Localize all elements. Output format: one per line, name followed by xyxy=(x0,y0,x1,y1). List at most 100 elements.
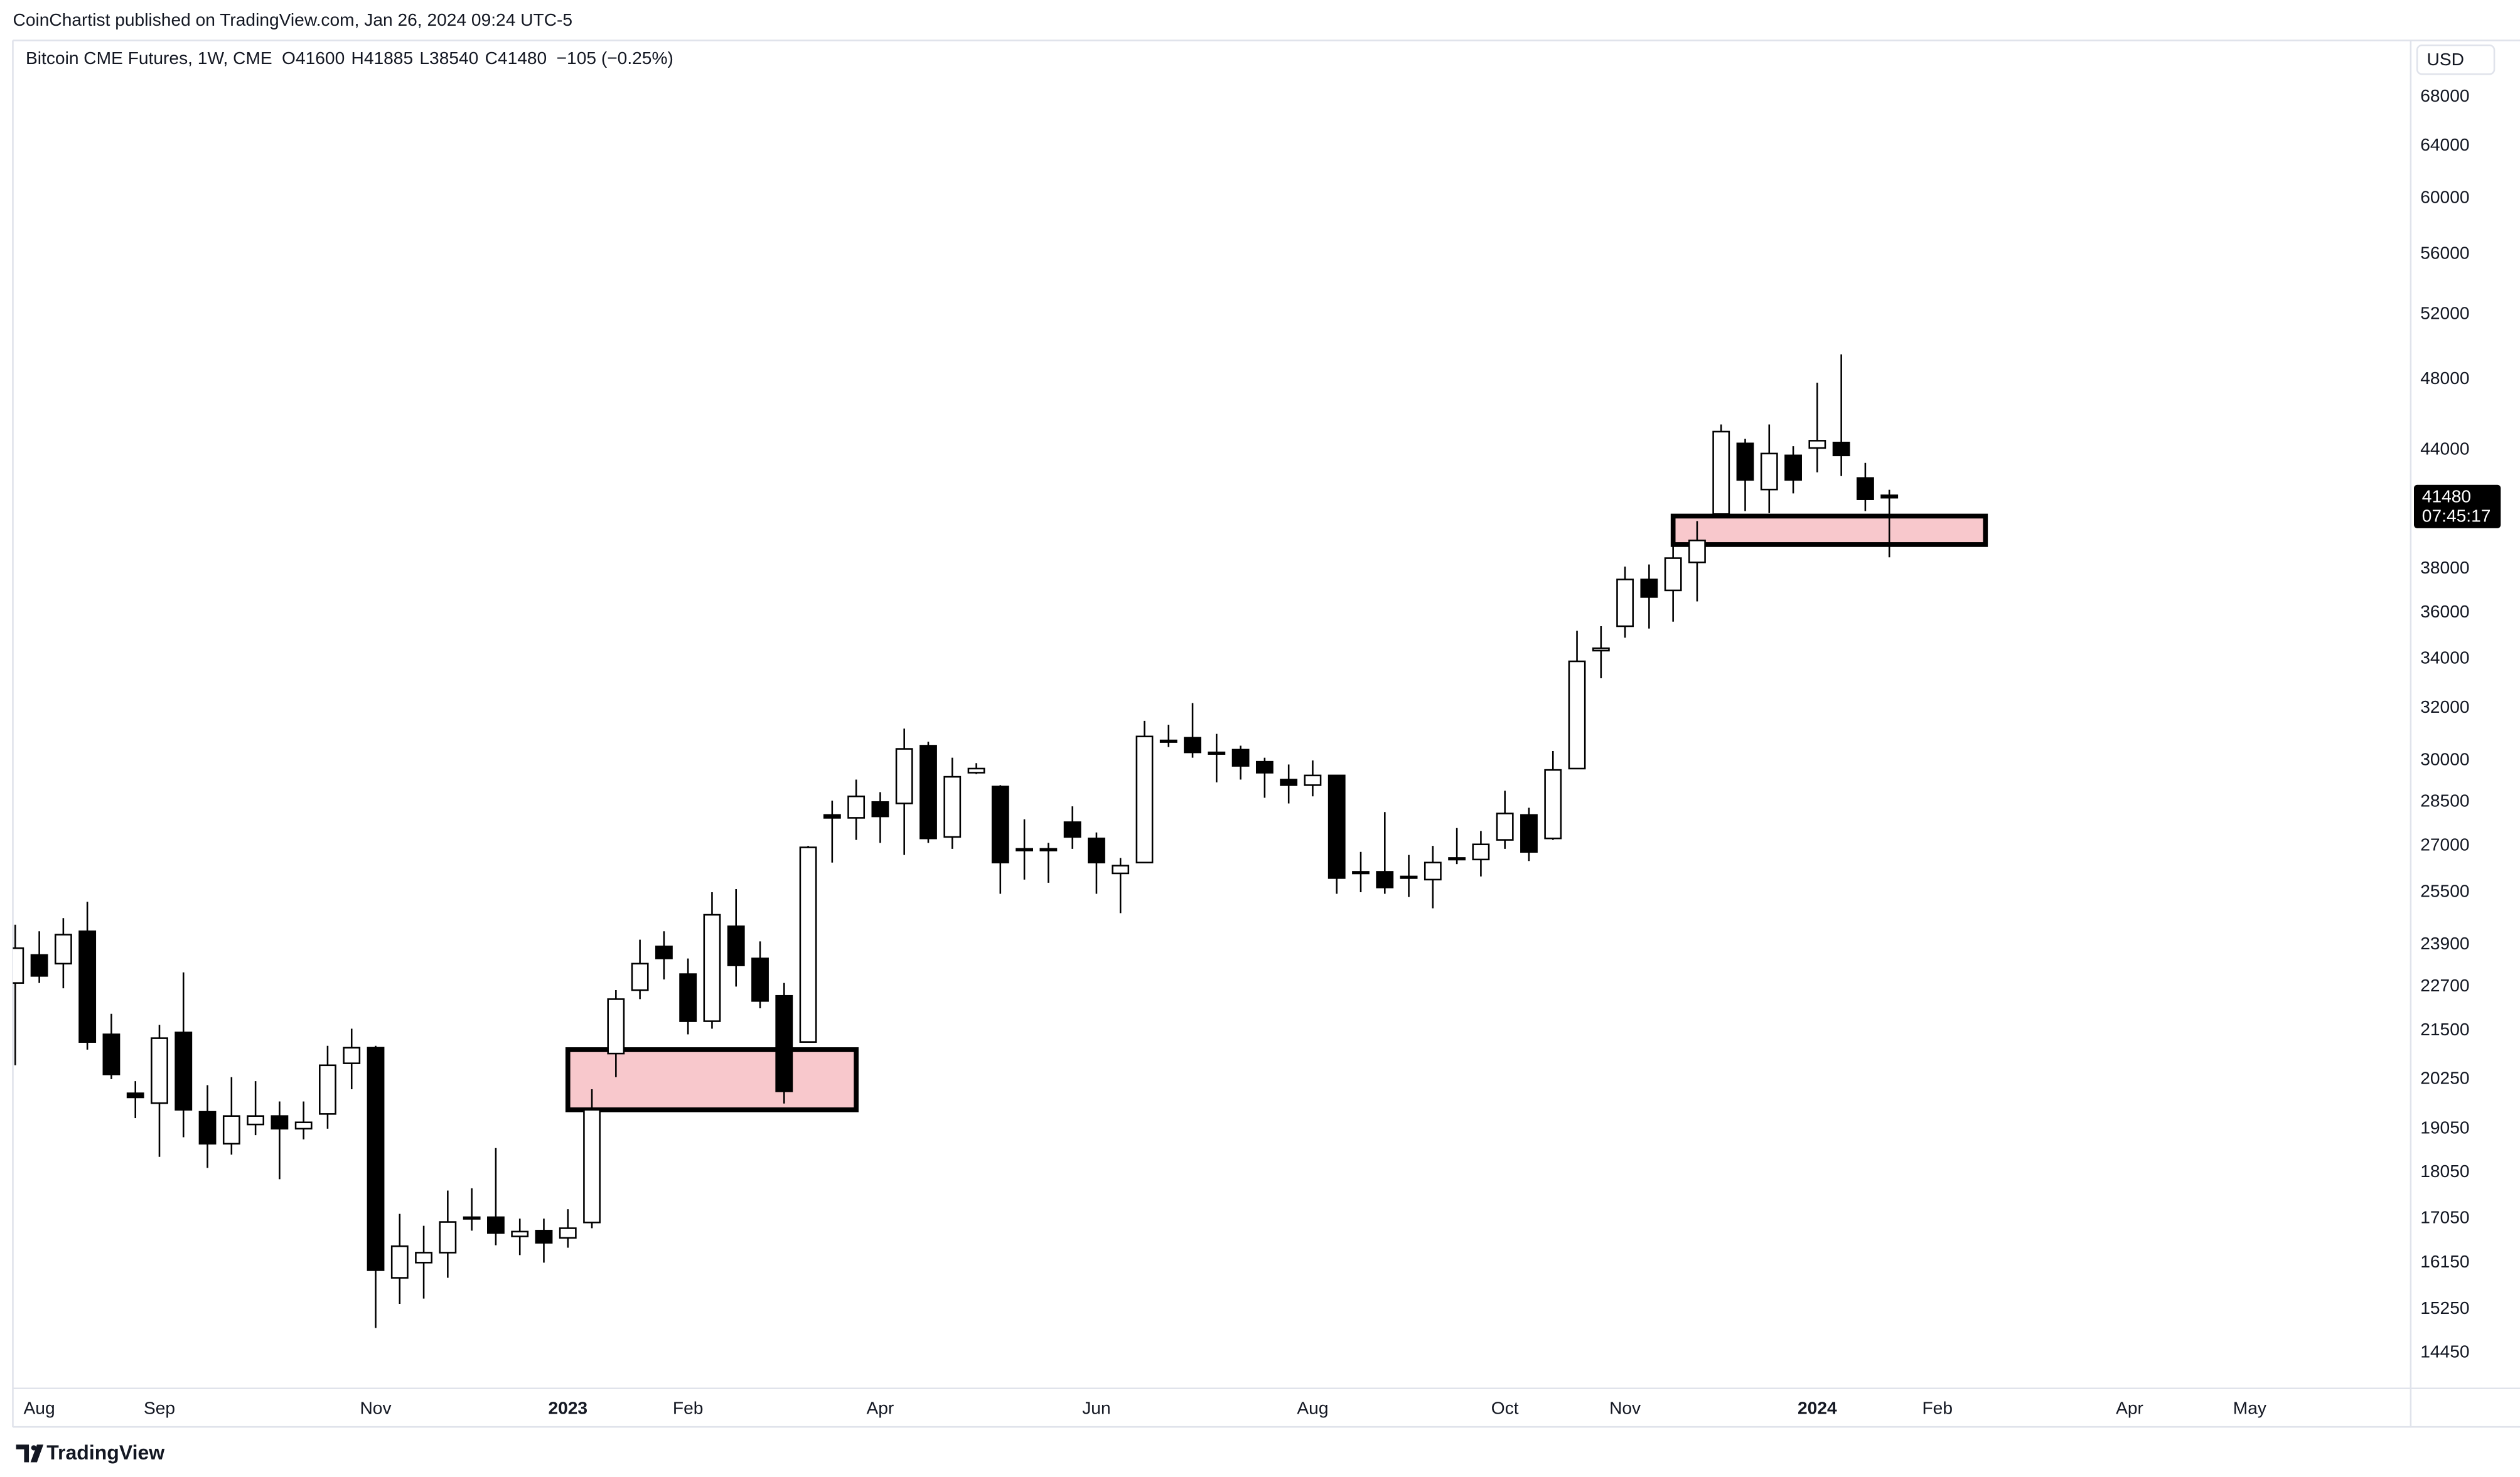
x-tick-label: Jun xyxy=(1082,1398,1110,1417)
byline: CoinChartist published on TradingView.co… xyxy=(13,10,572,29)
logo-dot xyxy=(31,1445,36,1451)
candle-body xyxy=(1784,454,1802,481)
currency-label[interactable]: USD xyxy=(2426,50,2464,69)
candle-body xyxy=(1063,821,1081,838)
legend-value: 38540 xyxy=(429,49,478,68)
x-tick-label: 2024 xyxy=(1798,1398,1837,1417)
zone xyxy=(1670,513,1988,547)
legend-letter: L xyxy=(419,49,429,68)
legend-value: 41885 xyxy=(364,49,413,68)
y-tick-label: 52000 xyxy=(2420,304,2469,323)
candle-body xyxy=(30,954,48,977)
candle-body xyxy=(1376,871,1394,888)
candle-body xyxy=(559,1227,577,1239)
y-tick-label: 20250 xyxy=(2420,1068,2469,1087)
candle-body xyxy=(1135,735,1154,864)
candle-body xyxy=(1808,440,1826,449)
candle-body xyxy=(871,801,889,818)
candle-body xyxy=(222,1115,240,1145)
candle-body xyxy=(1592,647,1610,652)
footer-logo xyxy=(16,1444,44,1463)
candle-body xyxy=(415,1252,432,1264)
y-tick-label: 36000 xyxy=(2420,602,2469,621)
countdown-label: 07:45:17 xyxy=(2422,506,2491,525)
legend-letter: H xyxy=(351,49,363,68)
legend-letter: O xyxy=(282,49,296,68)
legend: Bitcoin CME Futures, 1W, CME O41600 H41885… xyxy=(26,49,673,68)
candle-body xyxy=(1016,848,1034,851)
candle-body xyxy=(1039,848,1058,851)
x-tick-label: Aug xyxy=(24,1398,55,1417)
x-tick-label: Sep xyxy=(144,1398,175,1417)
candle-body xyxy=(1280,779,1298,786)
candle-body xyxy=(1856,477,1874,500)
candle-body xyxy=(174,1032,193,1111)
currency-box[interactable] xyxy=(2416,44,2496,75)
candle-body xyxy=(1400,875,1418,879)
y-tick-label: 28500 xyxy=(2420,791,2469,811)
candle-body xyxy=(343,1047,361,1064)
y-tick-label: 19050 xyxy=(2420,1117,2469,1137)
y-tick-label: 68000 xyxy=(2420,86,2469,105)
y-tick-label: 44000 xyxy=(2420,439,2469,458)
legend-change: −105 (−0.25%) xyxy=(557,49,673,68)
candle-body xyxy=(13,947,24,984)
candle-body xyxy=(1760,452,1778,491)
candle-body xyxy=(1568,660,1586,770)
candle-body xyxy=(1352,871,1370,875)
candle-body xyxy=(78,930,97,1043)
zone xyxy=(565,1047,859,1112)
candle-body xyxy=(1520,814,1538,853)
candle-body xyxy=(535,1230,553,1244)
candle-body xyxy=(390,1245,409,1279)
candle-body xyxy=(271,1115,289,1130)
candle-body xyxy=(1472,843,1490,861)
candle-body xyxy=(198,1111,217,1145)
candle-body xyxy=(847,795,866,819)
x-tick-label: Apr xyxy=(2116,1398,2143,1417)
x-tick-label: Aug xyxy=(1297,1398,1328,1417)
logo-icon xyxy=(16,1444,44,1463)
candle-body xyxy=(655,946,673,959)
candle-body xyxy=(1736,442,1754,481)
candle-body xyxy=(1159,739,1177,743)
x-tick-label: Feb xyxy=(1922,1398,1953,1417)
candle-body xyxy=(126,1092,144,1099)
y-tick-label: 38000 xyxy=(2420,558,2469,577)
candle-body xyxy=(511,1230,529,1237)
y-tick-label: 48000 xyxy=(2420,368,2469,388)
candle-body xyxy=(1208,751,1226,755)
candle-body xyxy=(607,998,625,1055)
y-tick-label: 22700 xyxy=(2420,976,2469,995)
candle-body xyxy=(1712,430,1730,515)
candle-body xyxy=(1832,441,1850,457)
plot-area xyxy=(13,354,1988,1328)
y-tick-label: 21500 xyxy=(2420,1020,2469,1039)
candle-body xyxy=(54,934,72,965)
last-price-box xyxy=(2414,484,2501,528)
x-tick-label: Apr xyxy=(866,1398,894,1417)
candle-body xyxy=(703,914,721,1022)
candle-body xyxy=(1231,749,1250,767)
x-tick-label: May xyxy=(2233,1398,2267,1417)
candle-body xyxy=(1544,769,1562,840)
y-tick-label: 34000 xyxy=(2420,648,2469,668)
candle-body xyxy=(1640,579,1658,598)
candle-body xyxy=(751,957,769,1002)
candle-body xyxy=(1664,557,1682,592)
x-tick-label: Nov xyxy=(1609,1398,1641,1417)
candle-body xyxy=(151,1037,168,1104)
x-tick-label: 2023 xyxy=(548,1398,587,1417)
candle-body xyxy=(439,1221,457,1254)
candle-body xyxy=(1424,861,1442,881)
x-tick-label: Oct xyxy=(1491,1398,1519,1417)
x-tick-label: Feb xyxy=(673,1398,704,1417)
footer-brand: TradingView xyxy=(46,1441,164,1464)
candle-body xyxy=(631,962,649,991)
y-tick-label: 14450 xyxy=(2420,1342,2469,1362)
candle-body xyxy=(463,1216,481,1220)
candle-body xyxy=(679,973,697,1022)
y-tick-label: 18050 xyxy=(2420,1161,2469,1181)
legend-title: Bitcoin CME Futures, 1W, CME xyxy=(26,49,272,68)
